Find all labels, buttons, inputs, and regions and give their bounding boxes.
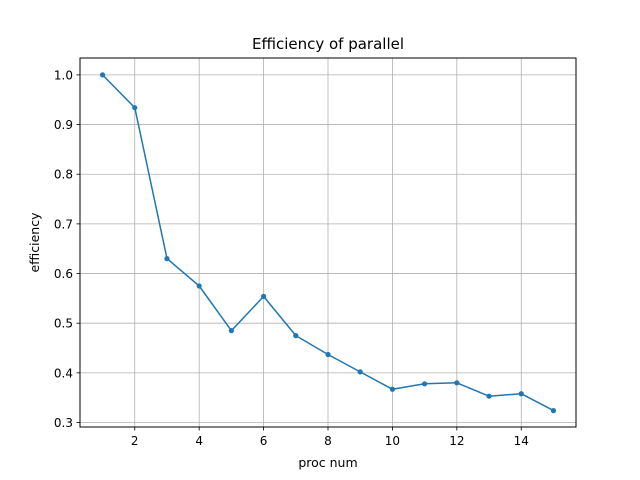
x-tick-label: 6	[260, 434, 268, 448]
x-tick-label: 14	[514, 434, 529, 448]
y-tick-label: 0.8	[54, 168, 73, 182]
x-tick-label: 12	[449, 434, 464, 448]
data-point	[196, 283, 202, 289]
data-point	[422, 381, 428, 387]
data-point	[132, 105, 138, 111]
series-layer	[99, 72, 557, 414]
data-point	[389, 386, 396, 392]
x-axis-label: proc num	[298, 455, 357, 470]
y-tick-label: 0.6	[54, 267, 73, 281]
data-point	[454, 380, 460, 386]
x-tick-label: 4	[195, 434, 203, 448]
data-point	[357, 369, 363, 375]
y-tick-label: 1.0	[54, 68, 73, 82]
data-point	[550, 408, 557, 414]
grid	[80, 58, 576, 427]
data-point	[228, 328, 234, 334]
y-axis-label: efficiency	[27, 212, 42, 273]
data-point	[325, 351, 331, 358]
x-tick-label: 8	[324, 434, 332, 448]
y-tick-label: 0.5	[54, 317, 73, 331]
axis-ticks: 2 4 6 8 10 12 14 0.3 0.4 0.5 0.6 0.7 0.8 0.9 1.0	[54, 68, 529, 448]
x-tick-label: 2	[131, 434, 139, 448]
y-tick-label: 0.3	[54, 416, 73, 430]
data-point	[99, 72, 106, 78]
y-tick-label: 0.9	[54, 118, 73, 132]
y-tick-label: 0.4	[54, 366, 73, 380]
chart-title: Efficiency of parallel	[252, 35, 404, 53]
data-point	[260, 293, 267, 299]
data-point	[518, 391, 524, 397]
data-point	[293, 333, 299, 339]
y-tick-label: 0.7	[54, 217, 73, 231]
x-tick-label: 10	[385, 434, 400, 448]
data-point	[486, 393, 492, 399]
data-point	[164, 256, 170, 262]
